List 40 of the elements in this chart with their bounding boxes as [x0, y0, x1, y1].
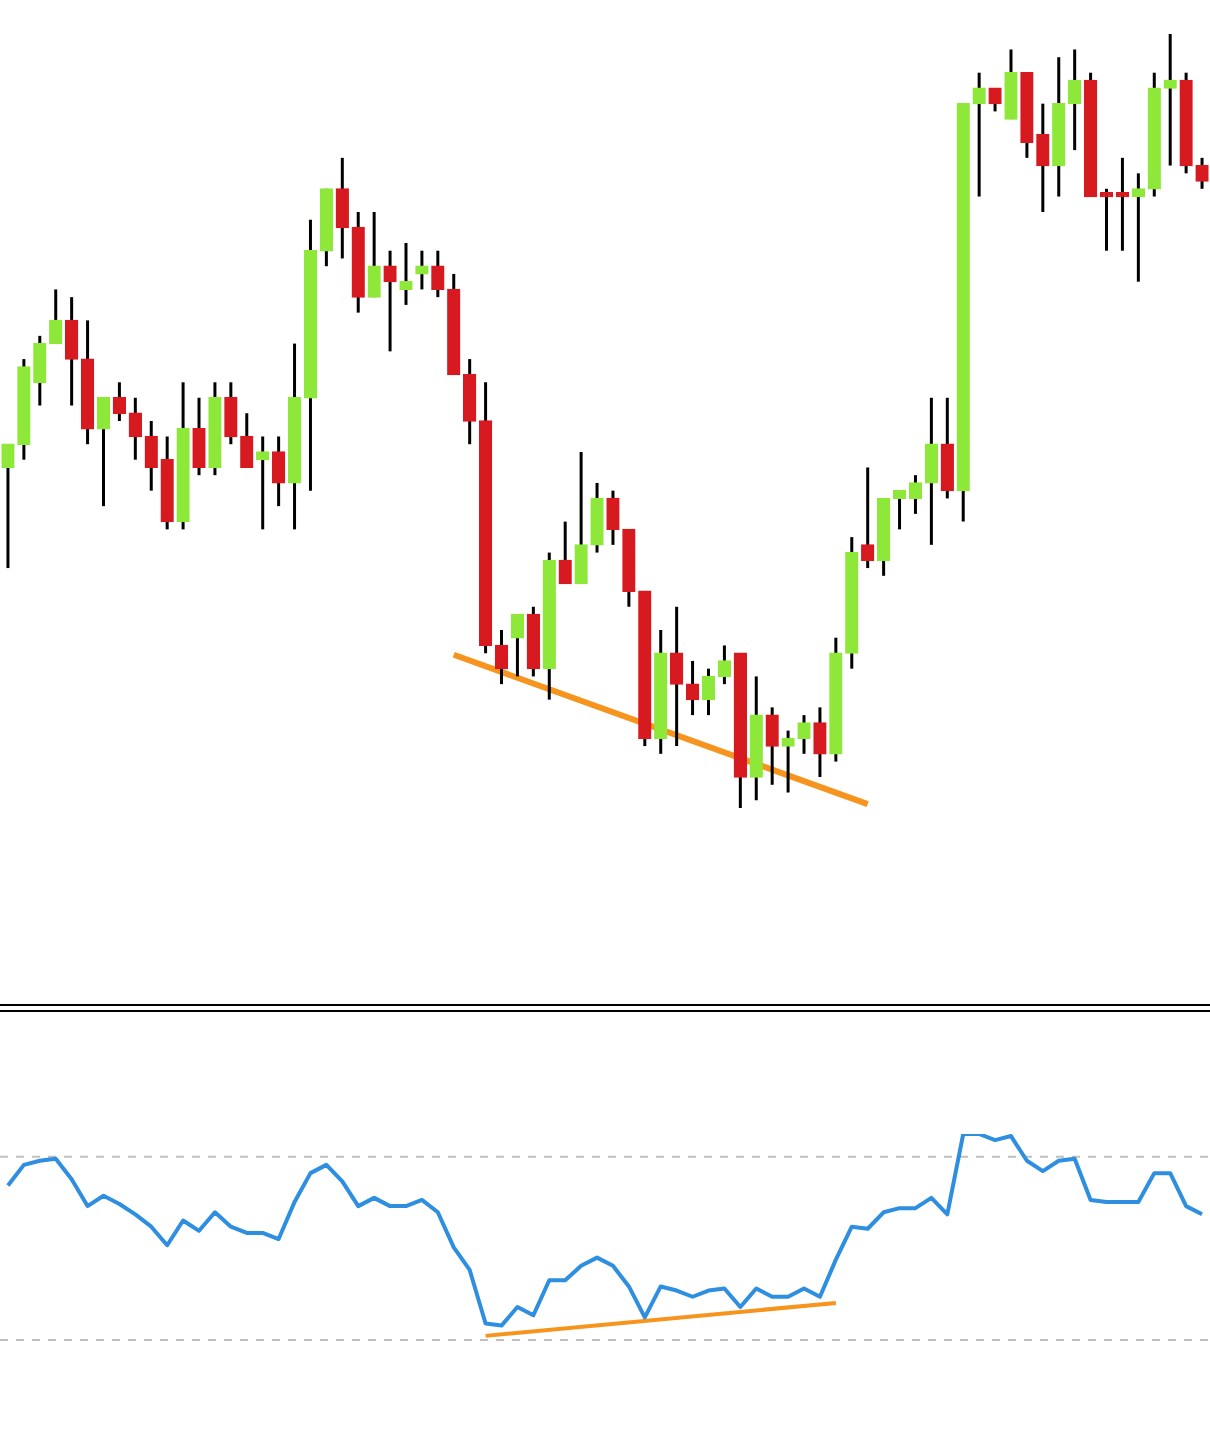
candlestick: [781, 729, 795, 795]
candlestick: [463, 357, 477, 446]
candlestick: [64, 295, 79, 408]
candlestick: [669, 605, 684, 748]
candlestick: [335, 156, 349, 260]
candlestick: [1163, 32, 1177, 168]
candlestick: [49, 287, 63, 346]
candlestick: [240, 411, 254, 469]
candlestick: [1, 442, 15, 570]
candlestick: [813, 705, 827, 779]
candlestick: [590, 481, 604, 555]
candlestick: [144, 419, 158, 493]
candlestick: [271, 434, 286, 508]
candlestick: [431, 249, 445, 299]
candlestick: [940, 396, 954, 500]
candlestick: [574, 450, 588, 586]
candlestick: [685, 659, 700, 717]
candlestick: [33, 334, 47, 408]
candlestick: [558, 520, 572, 586]
candlestick: [1068, 47, 1082, 152]
candlestick: [765, 705, 779, 787]
candlestick: [383, 249, 397, 353]
candlestick: [861, 465, 875, 570]
candlestick: [1131, 171, 1146, 284]
candlestick: [415, 249, 429, 291]
candlestick: [988, 86, 1002, 113]
candlestick: [1195, 156, 1209, 191]
candlestick: [510, 613, 525, 678]
candlestick: [96, 396, 111, 508]
candlestick: [972, 71, 986, 199]
candlestick: [606, 489, 620, 547]
candlestick: [367, 210, 381, 299]
candlestick: [797, 713, 811, 756]
candlestick: [256, 434, 270, 531]
candlestick: [192, 396, 206, 477]
candlestick: [1036, 102, 1050, 214]
candlestick: [924, 396, 939, 547]
candlestick: [1004, 47, 1018, 121]
candlestick: [224, 380, 238, 446]
candlestick: [399, 241, 413, 307]
